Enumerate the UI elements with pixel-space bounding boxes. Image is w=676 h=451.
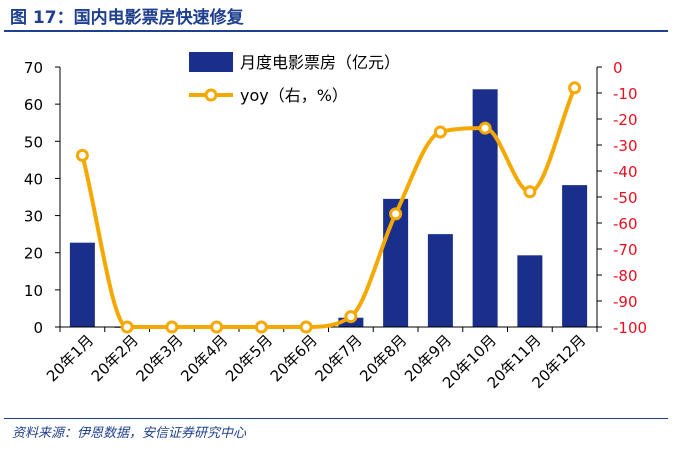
source-divider	[4, 418, 668, 419]
yoy-point-10	[478, 121, 492, 135]
bar-12	[562, 185, 588, 327]
bar-9	[427, 234, 453, 327]
legend: 月度电影票房（亿元） yoy（右，%）	[189, 52, 400, 105]
yoy-point-4	[210, 320, 224, 334]
yoy-point-9	[433, 125, 447, 139]
yoy-point-5	[254, 320, 268, 334]
left-tick-label: 20	[24, 245, 43, 263]
source-note: 资料来源：伊恩数据，安信证券研究中心	[12, 426, 247, 441]
right-tick-label: -50	[613, 189, 638, 207]
x-category-label: 20年8月	[356, 331, 410, 385]
line-series	[75, 81, 582, 334]
left-tick-label: 50	[24, 133, 43, 151]
x-category-label: 20年5月	[222, 331, 276, 385]
x-category-label: 20年6月	[267, 331, 321, 385]
left-tick-label: 60	[24, 96, 43, 114]
left-tick-label: 30	[24, 208, 43, 226]
right-tick-label: -20	[613, 111, 638, 129]
yoy-point-2	[120, 320, 134, 334]
legend-bar-label: 月度电影票房（亿元）	[240, 53, 400, 72]
x-category-label: 20年1月	[43, 331, 97, 385]
bar-1	[69, 242, 95, 327]
left-tick-label: 10	[24, 282, 43, 300]
left-tick-label: 0	[33, 319, 43, 337]
yoy-point-8	[389, 207, 403, 221]
x-category-label: 20年2月	[88, 331, 142, 385]
x-category-label: 20年4月	[177, 331, 231, 385]
right-tick-label: -30	[613, 137, 638, 155]
legend-line-marker	[204, 88, 218, 102]
yoy-point-6	[299, 320, 313, 334]
left-tick-label: 70	[24, 59, 43, 77]
combo-chart: 0 10 20 30 40 50 60 70 0 -10 -20 -30 -40 -50 -60 -70 -80…	[24, 52, 647, 392]
right-tick-label: -70	[613, 241, 638, 259]
axes: 0 10 20 30 40 50 60 70 0 -10 -20 -30 -40 -50 -60 -70 -80…	[24, 59, 647, 392]
right-tick-label: -80	[613, 267, 638, 285]
left-tick-label: 40	[24, 170, 43, 188]
yoy-point-3	[165, 320, 179, 334]
right-tick-label: 0	[613, 59, 623, 77]
yoy-point-7	[344, 310, 358, 324]
right-tick-label: -100	[613, 319, 647, 337]
yoy-point-11	[523, 185, 537, 199]
right-tick-label: -40	[613, 163, 638, 181]
right-tick-label: -90	[613, 293, 638, 311]
bar-11	[517, 255, 543, 327]
x-category-label: 20年7月	[312, 331, 366, 385]
yoy-point-12	[568, 81, 582, 95]
right-tick-label: -60	[613, 215, 638, 233]
title-divider	[4, 30, 668, 32]
legend-line-label: yoy（右，%）	[240, 86, 348, 105]
yoy-line	[80, 87, 577, 330]
figure-title: 图 17：国内电影票房快速修复	[10, 8, 244, 28]
x-category-label: 20年3月	[133, 331, 187, 385]
right-tick-label: -10	[613, 85, 638, 103]
yoy-point-1	[75, 148, 89, 162]
legend-bar-swatch	[189, 52, 233, 72]
bar-series	[69, 89, 588, 328]
